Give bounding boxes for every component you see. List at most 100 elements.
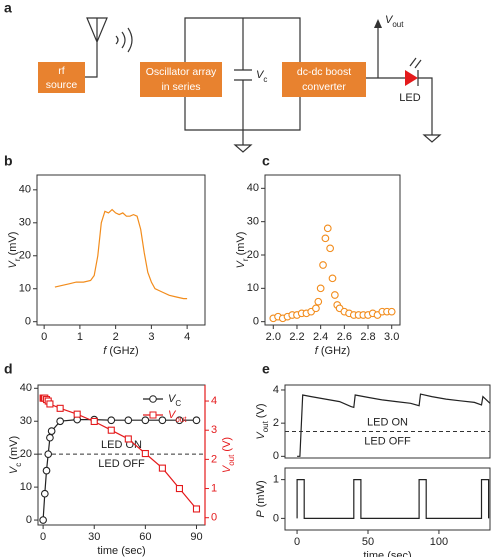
label-part: P: [255, 510, 267, 518]
y-tick-label: 0: [273, 512, 279, 524]
label-part: V: [168, 409, 177, 421]
antenna: [85, 17, 108, 78]
block-text: converter: [302, 81, 346, 93]
x-axis-label: f (GHz): [315, 345, 350, 357]
capacitor-label: Vc: [256, 69, 267, 84]
x-tick-label: 1: [77, 331, 83, 343]
x-tick-label: 0: [40, 531, 46, 543]
x-tick-label: 2.0: [266, 331, 281, 343]
y-tick-label: 10: [20, 481, 32, 493]
block-text: Oscillator array: [146, 66, 217, 78]
y-tick-label: 30: [247, 216, 259, 228]
label-part: r: [241, 258, 250, 261]
y-axis-label: Vr (mV): [7, 232, 22, 269]
x-tick-label: 0: [294, 536, 300, 548]
y-tick-label: 20: [20, 448, 32, 460]
marker: [141, 449, 149, 458]
x-axis-label: f (GHz): [103, 345, 138, 357]
series-line: [54, 208, 188, 300]
plot-frame: [36, 174, 206, 326]
y2-tick-label: 1: [211, 482, 217, 494]
marker: [387, 307, 396, 316]
x-tick-label: 2.8: [360, 331, 375, 343]
block-text: dc-dc boost: [297, 66, 351, 78]
label-part: V: [168, 393, 177, 405]
block-text: source: [46, 79, 78, 91]
legend-marker: [149, 395, 157, 403]
block-text: in series: [161, 81, 200, 93]
y-axis-label: P (mW): [255, 480, 267, 517]
diagram: a rf source Vc Oscillator array in serie…: [4, 0, 442, 153]
y-tick-label: 20: [247, 249, 259, 261]
label-part: f: [315, 345, 319, 357]
legend-marker: [149, 411, 157, 419]
y2-tick-label: 3: [211, 424, 217, 436]
y-axis-label: Vc (mV): [8, 436, 23, 474]
legend-label: VC: [168, 393, 181, 408]
label-part: c: [14, 463, 23, 467]
marker: [331, 291, 339, 299]
y-tick-label: 10: [19, 283, 31, 295]
led-label: LED: [399, 92, 420, 104]
marker: [90, 417, 98, 426]
marker: [328, 274, 337, 283]
y2-axis-label: Vout (V): [221, 437, 236, 473]
marker: [323, 224, 332, 233]
label-part: out: [175, 415, 187, 424]
marker: [56, 417, 65, 426]
y-tick-label: 0: [253, 316, 259, 328]
marker: [44, 450, 53, 459]
block-text: rf: [58, 65, 64, 77]
label-part: C: [175, 399, 181, 408]
marker: [175, 484, 183, 493]
y2-tick-label: 2: [211, 453, 217, 465]
marker: [158, 416, 167, 425]
label-part: (mV): [7, 232, 19, 259]
marker: [46, 433, 54, 442]
marker: [124, 416, 133, 425]
label-part: out: [261, 420, 270, 432]
output-wire: [366, 22, 433, 135]
y-tick-label: 0: [25, 316, 31, 328]
x-tick-label: 4: [184, 331, 190, 343]
label-part: (GHz): [106, 345, 138, 357]
plot-frame: [284, 384, 491, 459]
wires: [184, 17, 301, 145]
label-part: f: [103, 345, 107, 357]
y-tick-label: 40: [19, 184, 31, 196]
marker: [107, 426, 115, 434]
marker: [314, 297, 323, 306]
marker: [107, 416, 116, 425]
panel-label: c: [262, 153, 270, 169]
ground: [233, 144, 253, 153]
x-tick-label: 60: [139, 531, 151, 543]
marker: [158, 464, 166, 472]
x-tick-label: 2.4: [313, 331, 328, 343]
plot-frame: [264, 174, 401, 326]
x-tick-label: 100: [430, 536, 448, 548]
x-tick-label: 3.0: [384, 331, 399, 343]
legend-label: Vout: [168, 409, 187, 424]
x-axis-label: time (sec): [97, 545, 145, 557]
label-part: V: [8, 465, 20, 474]
output-label: Vout: [385, 14, 404, 29]
label-part: (V): [255, 403, 267, 421]
label-part: r: [13, 258, 22, 261]
marker: [326, 244, 334, 253]
marker: [312, 304, 320, 313]
panel-label: a: [4, 0, 12, 16]
y2-tick-label: 4: [211, 395, 217, 407]
marker: [141, 416, 150, 425]
marker: [321, 234, 330, 243]
marker: [192, 505, 201, 513]
annotation: LED OFF: [364, 435, 411, 447]
x-tick-label: 3: [148, 331, 154, 343]
block: [140, 62, 222, 97]
x-tick-label: 2.2: [289, 331, 304, 343]
marker: [39, 516, 47, 524]
label-part: V: [221, 464, 233, 473]
label-part: V: [385, 14, 394, 26]
ground: [422, 134, 442, 143]
marker: [47, 427, 56, 435]
